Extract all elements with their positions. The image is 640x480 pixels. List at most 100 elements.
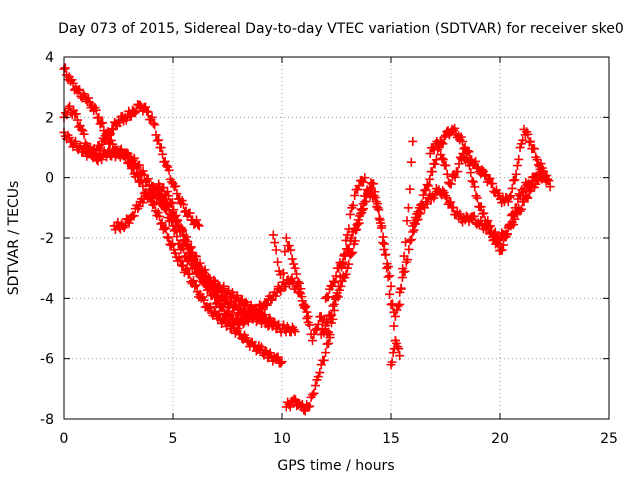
data-point	[199, 275, 209, 285]
data-point	[150, 120, 160, 130]
data-point	[463, 146, 473, 156]
data-point	[172, 231, 182, 241]
data-point	[321, 348, 331, 358]
data-point	[277, 281, 287, 291]
data-point	[78, 89, 88, 99]
data-point	[394, 344, 404, 354]
data-point	[160, 156, 170, 166]
data-point	[458, 149, 468, 159]
trace-13	[425, 136, 553, 256]
data-point	[466, 168, 476, 178]
data-point	[308, 390, 318, 400]
data-point	[158, 149, 168, 159]
data-point	[260, 310, 270, 320]
data-point	[366, 185, 376, 195]
data-point	[357, 205, 367, 215]
data-point	[302, 313, 312, 323]
data-point	[392, 305, 402, 315]
data-point	[405, 236, 415, 246]
data-point	[321, 316, 331, 326]
data-point	[487, 228, 497, 238]
data-point	[335, 285, 345, 295]
data-point	[336, 261, 346, 271]
data-point	[149, 199, 159, 209]
data-point	[191, 280, 201, 290]
data-point	[278, 268, 288, 278]
trace-10	[386, 336, 405, 370]
x-tick-label: 5	[169, 431, 178, 447]
data-point	[284, 241, 294, 251]
data-point	[429, 145, 439, 155]
data-point	[192, 215, 202, 225]
data-point	[300, 302, 310, 312]
data-point	[156, 143, 166, 153]
data-point	[453, 167, 463, 177]
data-point	[305, 401, 315, 411]
data-point	[400, 266, 410, 276]
data-point	[438, 155, 448, 165]
data-point	[204, 303, 214, 313]
data-point	[95, 144, 105, 154]
data-point	[383, 272, 393, 282]
data-point	[172, 189, 182, 199]
data-point	[97, 155, 107, 165]
data-point	[319, 355, 329, 365]
data-point	[352, 220, 362, 230]
data-point	[232, 291, 242, 301]
data-point	[369, 190, 379, 200]
data-point	[320, 324, 330, 334]
data-point	[162, 232, 172, 242]
data-point	[124, 218, 134, 228]
data-point	[65, 101, 75, 111]
data-point	[270, 238, 280, 248]
data-point	[148, 118, 158, 128]
data-point	[73, 115, 83, 125]
data-point	[422, 180, 432, 190]
data-point	[190, 281, 200, 291]
data-point	[467, 176, 477, 186]
data-point	[219, 281, 229, 291]
data-point	[327, 310, 337, 320]
data-point	[430, 159, 440, 169]
data-point	[483, 216, 493, 226]
data-point	[471, 156, 481, 166]
data-point	[177, 196, 187, 206]
data-point	[129, 153, 139, 163]
data-point	[305, 320, 315, 330]
data-point	[477, 165, 487, 175]
y-axis-ticks: -8 -6 -4 -2 0 2 4	[40, 50, 609, 428]
data-point	[395, 351, 405, 361]
data-point	[161, 161, 171, 171]
data-point	[494, 188, 504, 198]
data-point	[498, 240, 508, 250]
data-point	[404, 244, 414, 254]
data-point	[309, 388, 319, 398]
data-point	[536, 159, 546, 169]
data-point	[130, 108, 140, 118]
data-point	[350, 191, 360, 201]
data-point	[141, 102, 151, 112]
data-point	[416, 208, 426, 218]
data-point	[135, 100, 145, 110]
data-point	[171, 210, 181, 220]
data-point	[106, 129, 116, 139]
data-point	[406, 234, 416, 244]
data-point	[222, 306, 232, 316]
data-point	[386, 281, 396, 291]
data-point	[251, 346, 261, 356]
data-point	[543, 176, 553, 186]
data-point	[129, 211, 139, 221]
data-point	[423, 181, 433, 191]
data-point	[425, 174, 435, 184]
trace-3	[59, 99, 204, 231]
data-point	[151, 130, 161, 140]
data-point	[178, 200, 188, 210]
data-point	[514, 154, 524, 164]
data-point	[167, 177, 177, 187]
data-point	[313, 372, 323, 382]
data-point	[138, 166, 148, 176]
data-point	[276, 286, 286, 296]
data-point	[358, 177, 368, 187]
data-point	[523, 129, 533, 139]
data-point	[143, 174, 153, 184]
